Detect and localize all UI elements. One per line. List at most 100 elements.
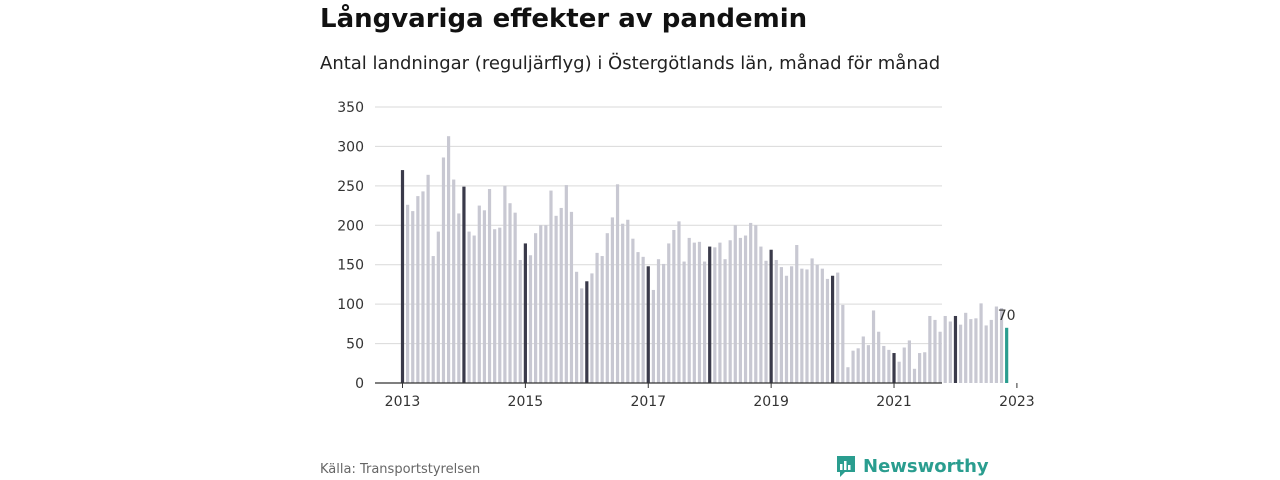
bar — [641, 256, 645, 383]
chart-subtitle: Antal landningar (reguljärflyg) i Österg… — [320, 53, 941, 74]
bar — [667, 243, 671, 383]
bar — [723, 259, 727, 383]
brand-name: Newsworthy — [863, 455, 989, 477]
bar — [928, 315, 932, 383]
bar — [539, 225, 543, 383]
bar — [631, 238, 635, 383]
bar — [948, 321, 952, 383]
bar — [974, 318, 978, 383]
bar — [452, 179, 456, 383]
bar — [477, 205, 481, 383]
bar — [861, 336, 865, 383]
bar — [559, 207, 563, 383]
bar — [523, 243, 527, 383]
bar — [472, 235, 476, 383]
bar — [738, 237, 743, 383]
bar — [615, 184, 620, 383]
bar — [825, 278, 830, 383]
bar — [697, 241, 702, 383]
bar — [979, 303, 983, 383]
bar — [549, 190, 553, 383]
bar — [498, 227, 502, 383]
bar — [544, 225, 548, 383]
bar — [866, 345, 871, 383]
bar — [820, 268, 824, 383]
bar — [626, 219, 630, 383]
bar — [943, 315, 947, 383]
bar — [989, 319, 993, 383]
y-tick-label: 0 — [355, 376, 364, 392]
bar — [846, 367, 850, 383]
last-value-label: 70 — [998, 308, 1016, 324]
bar — [713, 247, 717, 383]
bar — [912, 368, 917, 383]
bar — [718, 242, 722, 383]
chart-title: Långvariga effekter av pandemin — [320, 4, 808, 34]
bar — [815, 264, 819, 383]
source-note: Källa: Transportstyrelsen — [320, 462, 481, 477]
bar — [457, 213, 461, 383]
bar — [487, 189, 492, 383]
bar — [897, 361, 901, 383]
bar — [513, 212, 517, 383]
y-tick-label: 50 — [346, 337, 364, 353]
bar — [662, 263, 666, 383]
bar — [902, 347, 906, 383]
bar — [918, 353, 922, 383]
bar — [800, 268, 804, 383]
bar — [426, 174, 430, 383]
bar — [636, 252, 640, 383]
bar — [764, 260, 768, 383]
bar — [590, 273, 594, 383]
bar — [467, 231, 471, 383]
bar — [938, 331, 942, 383]
bar — [877, 331, 881, 383]
bar — [759, 246, 763, 383]
bar — [790, 266, 794, 383]
bar — [841, 304, 845, 383]
bar — [999, 308, 1004, 383]
bar — [554, 215, 558, 383]
bar — [984, 325, 988, 383]
x-tick-label: 2013 — [385, 394, 421, 410]
bar — [887, 349, 891, 383]
bar — [1005, 327, 1009, 383]
bar — [892, 353, 896, 383]
bar — [431, 256, 435, 383]
brand-logo[interactable]: Newsworthy — [835, 454, 989, 478]
bar — [528, 255, 533, 383]
bar — [810, 258, 814, 383]
bar — [969, 319, 973, 383]
bar — [564, 185, 568, 383]
bar — [692, 242, 696, 383]
bar — [856, 348, 860, 383]
bar — [702, 261, 707, 383]
bar — [743, 235, 748, 383]
bar — [933, 319, 937, 383]
bar — [708, 246, 712, 383]
bar — [441, 157, 446, 383]
bar — [503, 185, 507, 383]
bar — [953, 315, 958, 383]
bar — [958, 324, 963, 383]
bar-chart: 0 50 100 150 200 250 300 350 2013 2015 2017 2019 202… — [337, 100, 1035, 410]
x-tick-label: 2017 — [630, 394, 666, 410]
bar — [400, 170, 405, 383]
bar — [534, 233, 538, 383]
bar — [784, 275, 789, 383]
bar — [600, 256, 604, 383]
x-tick-label: 2023 — [999, 394, 1035, 410]
bar — [923, 352, 927, 383]
bar — [964, 312, 968, 383]
bar — [779, 267, 783, 383]
bar — [569, 211, 574, 383]
bar-chart-speech-bubble-icon — [837, 456, 855, 477]
bar — [508, 203, 512, 383]
bar — [682, 261, 686, 383]
bar — [482, 210, 487, 383]
bar — [621, 223, 625, 383]
bar — [805, 269, 809, 383]
x-tick-label: 2021 — [876, 394, 912, 410]
bar — [754, 225, 758, 383]
y-tick-label: 200 — [337, 218, 364, 234]
